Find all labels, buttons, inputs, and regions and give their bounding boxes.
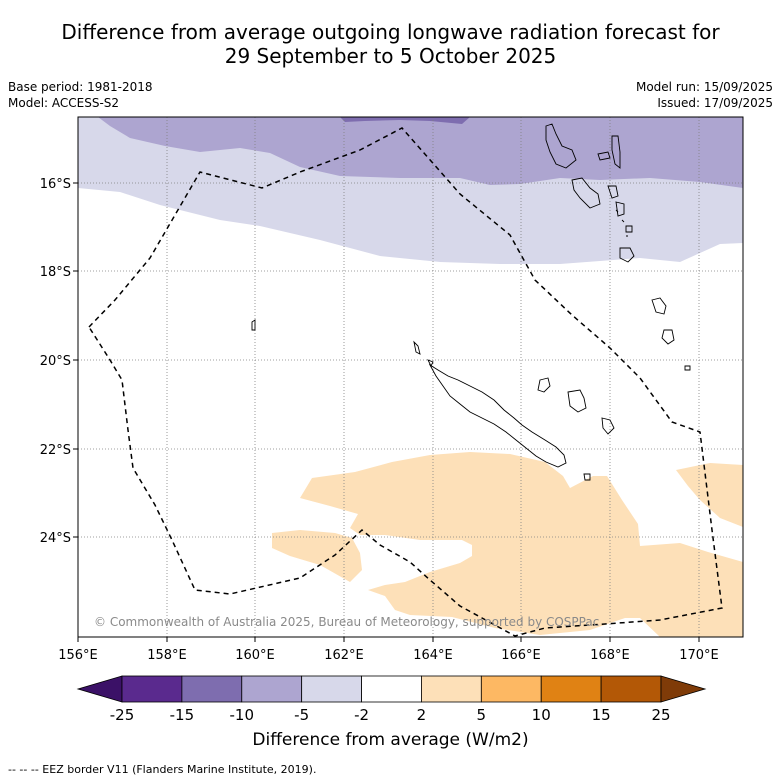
anomaly-region-light-orange-main: [300, 452, 743, 637]
lon-tick-label: 164°E: [413, 648, 453, 663]
colorbar-segment: [421, 675, 482, 703]
colorbar-segment: [361, 675, 422, 703]
colorbar-segment: [181, 675, 243, 703]
lon-tick-label: 168°E: [590, 648, 630, 663]
anomaly-region-light-orange-west: [272, 530, 362, 582]
lat-tick-label: 18°S: [40, 265, 71, 280]
colorbar-extend-high: [660, 675, 707, 703]
anomaly-region-light-orange-east: [676, 463, 743, 527]
anomaly-band-medium-purple: [98, 117, 743, 188]
lon-tick-label: 156°E: [58, 648, 98, 663]
meta-right: Model run: 15/09/2025 Issued: 17/09/2025: [636, 79, 773, 111]
model-name: Model: ACCESS-S2: [8, 96, 120, 110]
lat-tick-label: 20°S: [40, 354, 71, 369]
meta-left: Base period: 1981-2018 Model: ACCESS-S2: [8, 79, 153, 111]
map-title: Difference from average outgoing longwav…: [0, 20, 781, 68]
lon-tick-label: 160°E: [235, 648, 275, 663]
lon-tick-label: 170°E: [679, 648, 719, 663]
lat-tick-labels: 16°S 18°S 20°S 22°S 24°S: [40, 177, 71, 546]
colorbar: [76, 675, 707, 703]
coastline-vanuatu: [545, 123, 577, 169]
colorbar-extend-low: [76, 675, 123, 703]
colorbar-tick-label: -25: [110, 706, 135, 724]
lat-tick-label: 22°S: [40, 443, 71, 458]
colorbar-tick-label: 2: [417, 706, 427, 724]
colorbar-tick-label: 25: [651, 706, 670, 724]
lat-tick-label: 16°S: [40, 177, 71, 192]
base-period: Base period: 1981-2018: [8, 80, 153, 94]
colorbar-segment: [540, 675, 602, 703]
colorbar-tick-label: -10: [230, 706, 255, 724]
map-plot-area: © Commonwealth of Australia 2025, Bureau…: [78, 117, 743, 637]
map-frame: [77, 116, 744, 638]
title-line-2: 29 September to 5 October 2025: [224, 44, 557, 68]
colorbar-tick-labels: -25 -15 -10 -5 -2 2 5 10 15 25: [110, 706, 671, 724]
colorbar-label: Difference from average (W/m2): [252, 730, 529, 750]
coastline-loyalty-islands: [537, 377, 551, 393]
eez-border: [88, 127, 723, 637]
coastlines: [251, 123, 691, 481]
lat-tick-label: 24°S: [40, 531, 71, 546]
lon-tick-label: 166°E: [501, 648, 541, 663]
anomaly-patch-dark-purple: [340, 117, 470, 124]
lon-axis: [77, 637, 700, 642]
colorbar-segment: [480, 675, 542, 703]
title-line-1: Difference from average outgoing longwav…: [61, 20, 720, 44]
colorbar-segment: [301, 675, 362, 703]
eez-footnote: -- -- -- EEZ border V11 (Flanders Marine…: [8, 763, 317, 776]
colorbar-tick-label: 5: [477, 706, 487, 724]
colorbar-tick-label: 10: [532, 706, 551, 724]
coastline-new-caledonia: [428, 363, 567, 468]
colorbar-segment: [600, 675, 662, 703]
colorbar-tick-label: 15: [592, 706, 611, 724]
issued-date: Issued: 17/09/2025: [657, 96, 773, 110]
copyright-text: © Commonwealth of Australia 2025, Bureau…: [94, 615, 599, 629]
lon-tick-label: 158°E: [147, 648, 187, 663]
colorbar-tick-label: -5: [294, 706, 309, 724]
lon-tick-label: 162°E: [324, 648, 364, 663]
colorbar-tick-label: -15: [170, 706, 195, 724]
model-run: Model run: 15/09/2025: [635, 80, 773, 94]
colorbar-tick-label: -2: [354, 706, 369, 724]
colorbar-segment: [121, 675, 183, 703]
lon-tick-labels: 156°E 158°E 160°E 162°E 164°E 166°E 168°…: [58, 648, 719, 663]
colorbar-segment: [241, 675, 303, 703]
lat-axis: [73, 182, 78, 538]
